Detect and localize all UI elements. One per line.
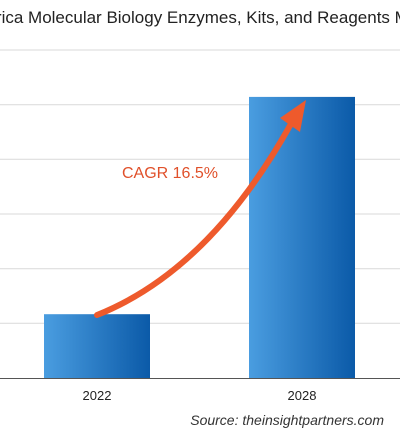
bar-2028	[249, 96, 355, 379]
chart-title: frica Molecular Biology Enzymes, Kits, a…	[0, 8, 400, 27]
cagr-annotation: CAGR 16.5%	[122, 165, 218, 182]
x-tick-labels: 2022 2028	[83, 388, 317, 403]
source-note: Source: theinsightpartners.com	[190, 412, 384, 428]
bars	[44, 96, 355, 379]
x-tick-label-2028: 2028	[288, 388, 317, 403]
bar-2022	[44, 314, 150, 378]
x-tick-label-2022: 2022	[83, 388, 112, 403]
cagr-arrow-head	[280, 100, 306, 132]
cagr-arrow	[94, 100, 306, 318]
cagr-arrow-shaft	[94, 119, 295, 318]
